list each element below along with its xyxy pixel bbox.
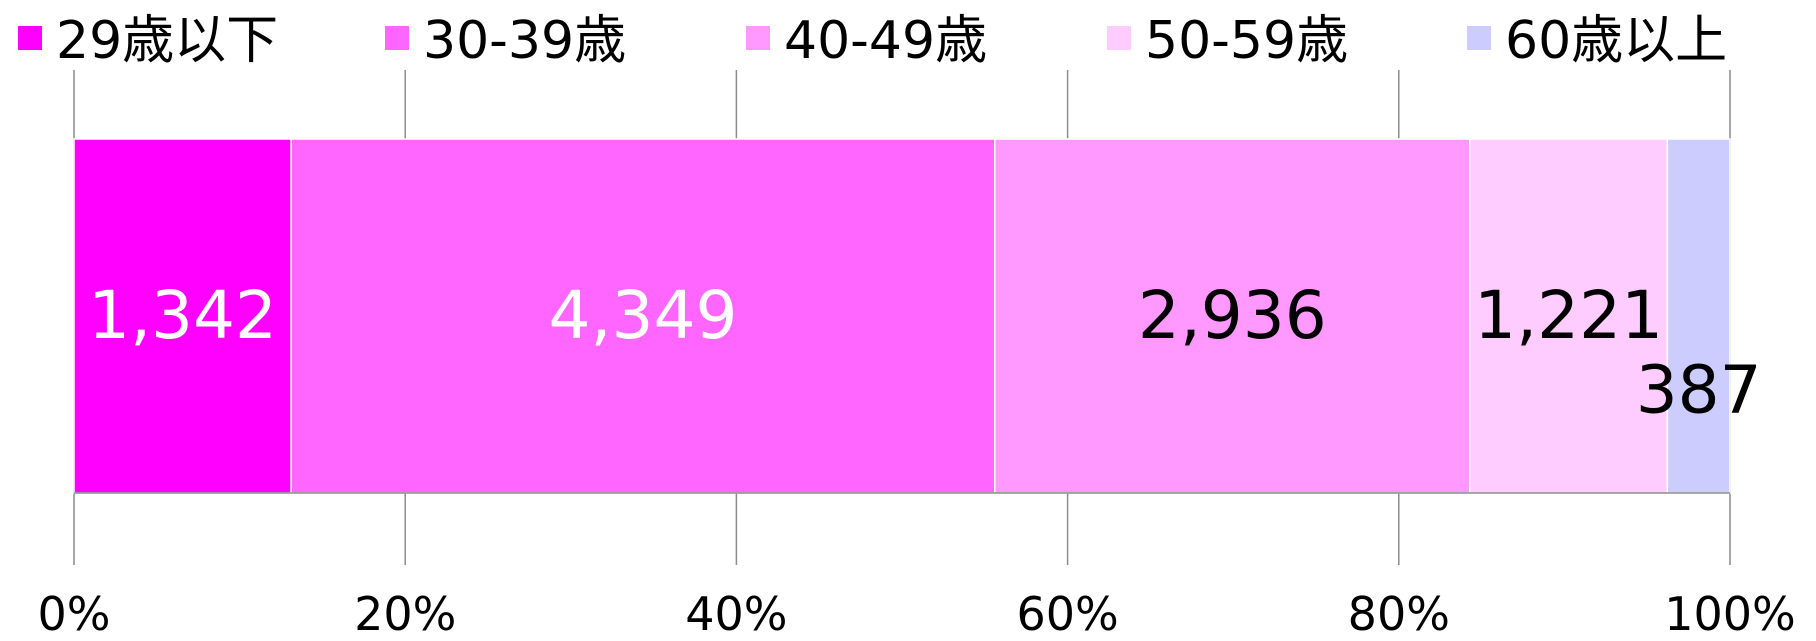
x-tick-label: 80% [1348,587,1450,637]
legend-label: 60歳以上 [1505,11,1727,71]
bar-segment-2 [290,138,996,494]
legend-item-2: 30-39歳 [385,11,626,71]
legend-swatch [385,26,409,50]
legend-swatch [746,26,770,50]
legend-item-5: 60歳以上 [1467,11,1727,71]
x-axis: 0% 20% 40% 60% 80% 100% [38,492,1796,641]
x-tick-label: 60% [1016,587,1118,637]
legend-swatch [1467,26,1491,50]
x-tick-label: 20% [354,587,456,637]
legend-item-1: 29歳以下 [18,11,278,71]
data-label-2: 4,349 [548,277,737,354]
bar-segments [73,138,1731,494]
x-tick-label: 40% [685,587,787,637]
legend: 29歳以下 30-39歳 40-49歳 50-59歳 60歳以上 [18,11,1727,71]
legend-item-4: 50-59歳 [1107,11,1348,71]
legend-label: 40-49歳 [784,11,987,71]
legend-label: 29歳以下 [56,11,278,71]
data-label-3: 2,936 [1138,277,1327,354]
legend-label: 30-39歳 [423,11,626,71]
data-label-4: 1,221 [1474,277,1663,354]
data-label-1: 1,342 [88,277,277,354]
bar-segment-3 [994,138,1471,494]
data-label-5: 387 [1636,351,1762,428]
legend-swatch [18,26,42,50]
x-tick-label: 100% [1664,587,1796,637]
legend-item-3: 40-49歳 [746,11,987,71]
bar-segment-1 [73,138,292,494]
x-tick-label: 0% [38,587,111,637]
legend-swatch [1107,26,1131,50]
bar-segment-5 [1666,138,1731,494]
legend-label: 50-59歳 [1145,11,1348,71]
bar-segment-4 [1469,138,1669,494]
